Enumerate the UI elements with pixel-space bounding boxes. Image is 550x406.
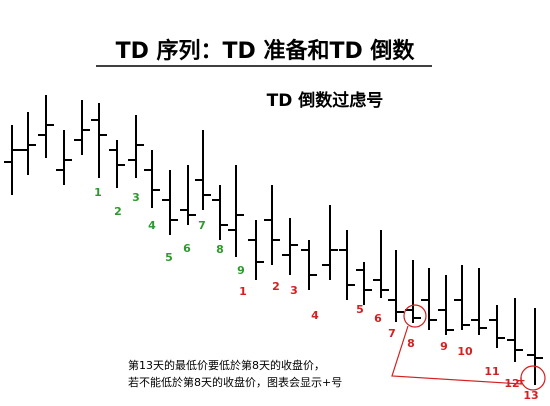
countdown-label: 3 [290,284,298,297]
countdown-label: 9 [440,340,448,353]
setup-label: 6 [183,242,191,255]
countdown-label: 2 [272,280,280,293]
setup-label: 5 [165,251,173,264]
countdown-label: 13 [523,389,538,402]
connector [391,325,523,385]
setup-label: 1 [94,186,102,199]
countdown-label: 6 [374,312,382,325]
countdown-label: 10 [457,345,473,358]
countdown-label: 11 [484,365,499,378]
countdown-label: 8 [407,337,415,350]
countdown-label: 7 [388,327,396,340]
countdown-label: 5 [356,303,364,316]
setup-label: 7 [198,219,206,232]
countdown-label: 4 [311,309,319,322]
countdown-label: 12 [504,377,519,390]
title: TD 序列：TD 准备和TD 倒数 [116,38,416,64]
setup-label: 4 [148,219,156,232]
setup-label: 3 [132,191,140,204]
subtitle: TD 倒数过虑号 [267,90,384,111]
countdown-label: 1 [239,285,247,298]
setup-label: 2 [114,205,122,218]
circle-13 [520,365,546,391]
setup-label: 8 [216,243,224,256]
note-line: 若不能低於第8天的收盘价，图表会显示+号 [128,375,342,389]
plus-mark: + [516,374,525,387]
price-bars [4,95,543,385]
note-line: 第13天的最低价要低於第8天的收盘价， [128,358,325,372]
setup-label: 9 [237,264,245,277]
circle-8 [403,304,427,328]
